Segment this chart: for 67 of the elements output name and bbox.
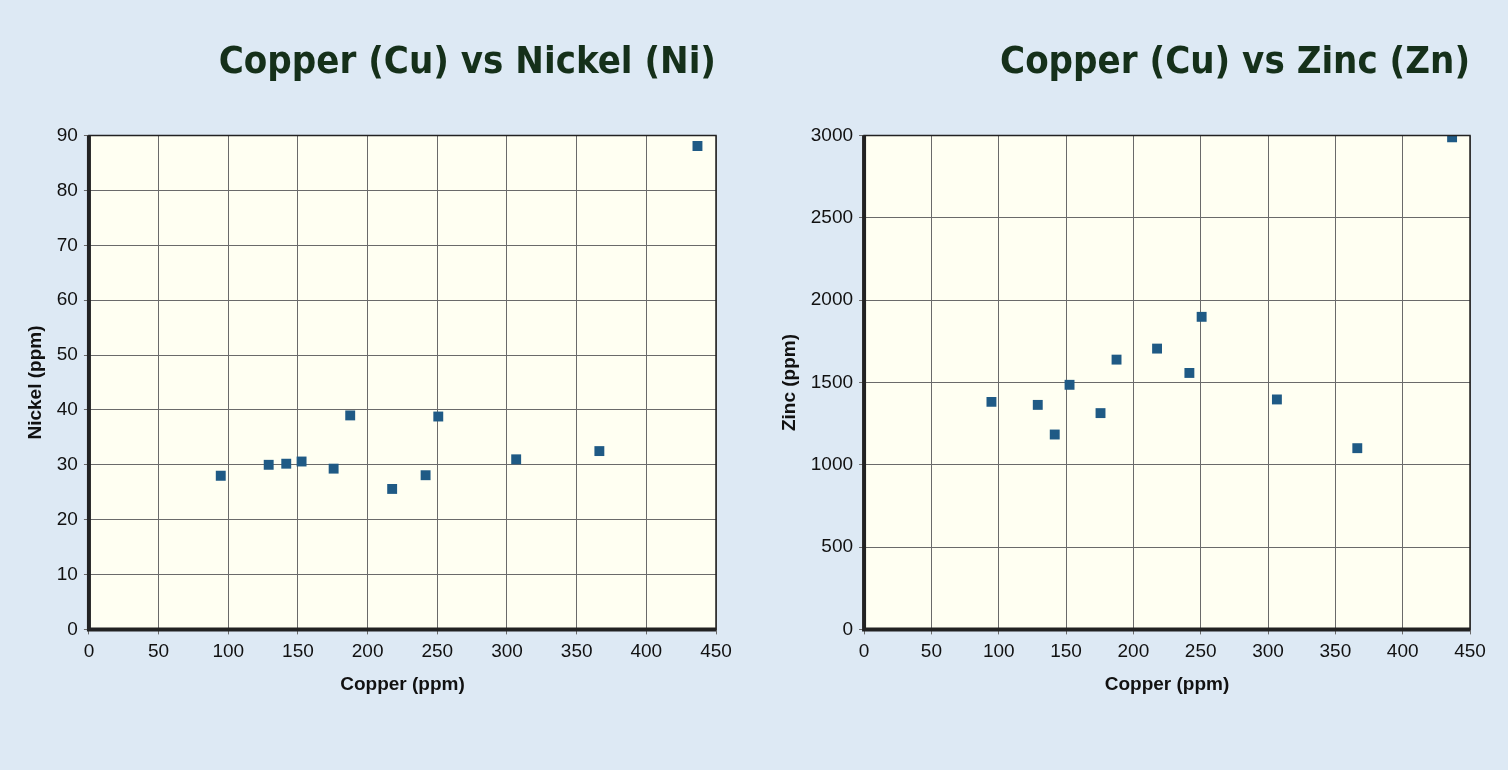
x-tick-label: 450 [1454,640,1486,662]
y-tick-label: 40 [56,398,78,420]
point [328,463,339,474]
y-tick-label: 30 [56,453,78,475]
x-tick-label: 150 [1050,640,1082,662]
y-tick-label: 70 [56,233,78,255]
x-tick-label: 100 [982,640,1015,662]
x-axis-title: Copper (ppm) [1104,672,1230,694]
y-tick-label: 90 [56,123,78,145]
y-axis-title: Nickel (ppm) [23,325,45,440]
point [1049,429,1060,440]
y-tick-label: 60 [56,288,78,310]
point [420,470,431,481]
x-tick-label: 200 [1117,640,1150,662]
y-tick-label: 80 [56,178,78,200]
point [692,141,703,151]
x-tick-label: 200 [351,640,384,662]
x-tick-label: 250 [1184,640,1217,662]
x-tick-label: 300 [1252,640,1284,662]
point [1095,408,1106,419]
point [1447,135,1458,143]
y-tick-label: 0 [842,617,854,639]
point [281,458,292,469]
point [387,483,398,494]
point [594,446,605,457]
x-tick-label: 400 [1386,640,1419,662]
y-tick-label: 2500 [810,206,854,228]
y-tick-label: 500 [821,535,854,557]
x-tick-label: 350 [1319,640,1352,662]
y-axis-title: Zinc (ppm) [777,333,799,432]
y-tick-label: 10 [56,562,78,584]
point [1064,379,1075,390]
chart-title: Copper (Cu) vs Zinc (Zn) [1000,37,1470,82]
y-tick-label: 50 [56,343,78,365]
point [1271,394,1282,405]
x-tick-label: 400 [630,640,663,662]
x-axis-title: Copper (ppm) [340,672,465,694]
point [511,454,522,465]
point [1152,343,1163,354]
x-tick-label: 150 [282,640,314,662]
point [296,456,307,467]
x-tick-label: 50 [920,640,942,662]
y-tick-label: 20 [56,507,78,529]
x-tick-label: 100 [212,640,245,662]
y-tick-label: 3000 [810,123,854,145]
x-tick-label: 300 [491,640,523,662]
y-tick-label: 1500 [810,370,854,392]
y-tick-label: 1000 [810,453,854,475]
x-tick-label: 250 [421,640,454,662]
point [986,396,997,407]
point [433,411,444,422]
point [215,470,226,481]
point [1111,354,1122,365]
point [263,459,274,470]
x-tick-label: 50 [148,640,170,662]
point [1352,443,1363,454]
x-tick-label: 350 [560,640,593,662]
point [1032,399,1043,410]
y-tick-label: 2000 [810,288,854,310]
point [1184,368,1195,378]
point [1196,311,1207,322]
x-tick-label: 0 [83,640,95,662]
chart-title: Copper (Cu) vs Nickel (Ni) [218,37,716,82]
y-tick-label: 0 [67,617,78,639]
x-tick-label: 0 [858,640,870,662]
point [345,410,356,421]
x-tick-label: 450 [700,640,732,662]
